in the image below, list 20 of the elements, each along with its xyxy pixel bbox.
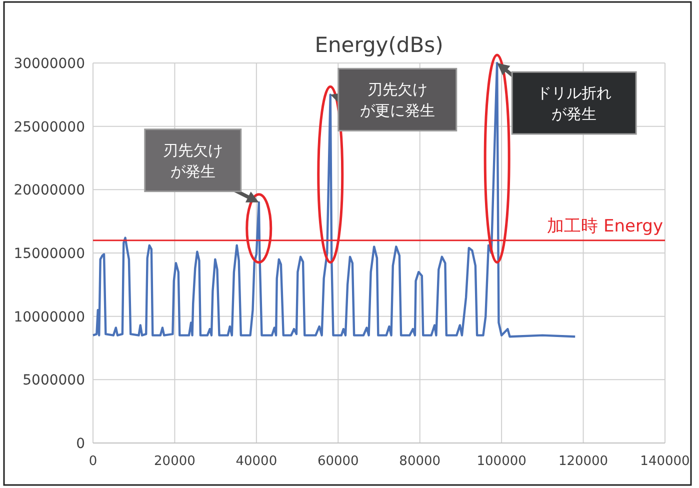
annotation: 刃先欠けが発生 — [162, 141, 223, 180]
annotation: 刃先欠けが更に発生 — [360, 80, 435, 120]
x-tick-label: 80000 — [399, 454, 441, 469]
chart-title: Energy(dBs) — [314, 33, 444, 57]
x-tick-label: 40000 — [236, 454, 278, 469]
y-tick-label: 0 — [76, 436, 85, 452]
x-tick-label: 0 — [88, 454, 98, 469]
y-tick-label: 15000000 — [14, 246, 85, 262]
x-tick-label: 120000 — [558, 454, 608, 469]
annotation: ドリル折れが発生 — [536, 84, 612, 123]
y-tick-label: 20000000 — [14, 182, 85, 199]
y-tick-label: 5000000 — [22, 372, 85, 389]
x-tick-label: 140000 — [640, 454, 690, 469]
ref-line-label: 加工時 Energy — [547, 216, 663, 236]
x-tick-label: 20000 — [154, 454, 196, 469]
x-tick-label: 100000 — [476, 454, 526, 469]
y-tick-label: 25000000 — [14, 119, 85, 136]
y-tick-label: 10000000 — [14, 309, 85, 326]
x-tick-label: 60000 — [317, 454, 359, 469]
y-tick-label: 30000000 — [14, 56, 85, 72]
